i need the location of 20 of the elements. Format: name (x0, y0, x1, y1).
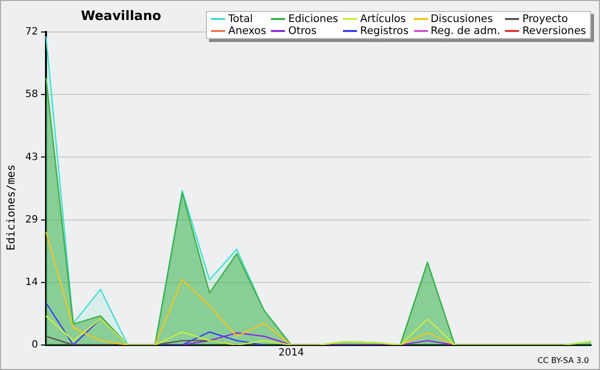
legend-label: Discusiones (430, 13, 494, 25)
y-tick-label: 72 (25, 26, 38, 38)
legend-label: Proyecto (521, 13, 569, 25)
y-tick-label: 14 (25, 276, 38, 288)
text: CC BY-SA 3.0 (537, 356, 589, 365)
legend-label: Reg. de adm. (430, 25, 500, 37)
chart-title: Weavillano (80, 9, 162, 24)
legend-label: Reversiones (521, 25, 586, 37)
legend-label: Anexos (227, 25, 266, 37)
legend-label: Otros (287, 25, 318, 37)
x-tick-label: 2014 (278, 348, 304, 359)
y-tick-label: 0 (32, 340, 38, 351)
y-tick-label: 58 (25, 89, 38, 100)
y-axis-title: Ediciones/mes (4, 163, 18, 253)
y-tick-label: 29 (25, 214, 38, 226)
y-tick-label: 43 (25, 152, 38, 163)
legend-label: Artículos (359, 13, 407, 25)
legend-label: Total (227, 13, 254, 25)
legend-label: Registros (359, 25, 409, 37)
legend-label: Ediciones (287, 13, 338, 25)
